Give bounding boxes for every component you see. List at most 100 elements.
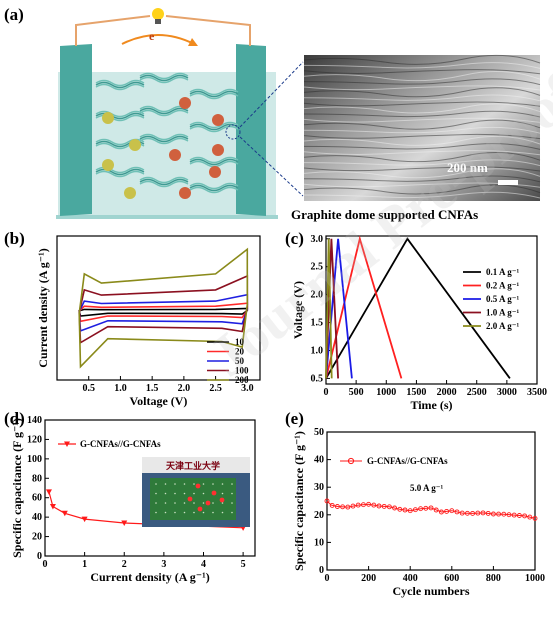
- zoom-line-top: [239, 61, 304, 128]
- sem-fiber: [303, 119, 541, 130]
- x-tick-label: 500: [349, 387, 364, 398]
- y-tick-label: 40: [32, 512, 42, 523]
- y-tick-label: 30: [314, 482, 324, 493]
- pcb-hole: [231, 492, 233, 495]
- cycle-marker: [490, 511, 496, 517]
- y-tick-label: 1.5: [311, 318, 324, 329]
- fiber-strand: [95, 110, 145, 118]
- x-tick-label: 1000: [525, 573, 545, 584]
- pcb-hole: [183, 492, 186, 495]
- y-tick-label: 100: [27, 454, 42, 465]
- cycle-marker: [334, 504, 340, 509]
- cation: [124, 187, 136, 199]
- pcb-hole: [221, 511, 224, 514]
- fiber-strand: [139, 133, 189, 141]
- rate-marker: [61, 510, 68, 517]
- anion: [212, 144, 224, 156]
- legend-label-50: 50: [235, 356, 245, 366]
- y-tick-label: 3.0: [311, 234, 324, 245]
- sem-fiber: [303, 135, 541, 146]
- x-tick-label: 5: [241, 559, 246, 570]
- cycle-marker: [480, 510, 486, 516]
- cycle-marker: [402, 507, 408, 513]
- pcb-hole: [164, 511, 167, 514]
- fiber-strand: [189, 88, 239, 96]
- sem-fiber: [303, 133, 541, 140]
- gcd-curve: [325, 237, 511, 379]
- pcb-hole: [164, 492, 167, 495]
- chart-b-cv-curves: 0.5 1.0 1.5 2.0 2.5 3.0 Voltage (V) Current den…: [36, 235, 261, 408]
- cv-curve-200: [78, 247, 249, 369]
- pcb-hole: [231, 502, 233, 504]
- pcb-hole: [212, 483, 214, 485]
- y-tick-label: 0: [37, 551, 42, 562]
- y-axis-label: Current density (A g⁻¹): [36, 248, 50, 367]
- inset-banner: [142, 457, 250, 473]
- cycle-marker: [371, 502, 377, 508]
- cation: [102, 159, 114, 171]
- cycle-marker: [527, 514, 533, 520]
- sem-fiber: [303, 175, 541, 183]
- led-glow: [211, 490, 217, 496]
- cycle-marker: [496, 511, 502, 517]
- legend-marker: [64, 441, 70, 447]
- sem-fiber: [303, 85, 541, 91]
- led-glow: [197, 506, 203, 512]
- rate-annotation: 5.0 A g⁻¹: [410, 483, 444, 493]
- legend-label: 0.5 A g⁻¹: [486, 294, 520, 304]
- wire-right: [165, 15, 251, 46]
- chart-e-cycling: 0 200 400 600 800 1000 0 10 20 30 40 50 Cycle number…: [292, 427, 545, 598]
- sem-fiber: [303, 150, 541, 156]
- y-tick-label: 120: [27, 434, 42, 445]
- cycle-marker: [449, 508, 455, 514]
- cycle-marker: [418, 506, 424, 512]
- led-glow: [205, 500, 211, 506]
- x-axis-label: Voltage (V): [130, 394, 188, 408]
- legend-label-10: 10: [235, 337, 245, 347]
- x-tick-label: 1000: [376, 387, 396, 398]
- pcb-hole: [193, 483, 195, 485]
- fiber-strand: [189, 90, 239, 98]
- fiber-strand: [189, 186, 239, 194]
- fiber-strand: [139, 180, 189, 188]
- x-tick-label: 0.5: [82, 383, 95, 394]
- panel-label-e: (e): [285, 409, 304, 428]
- sem-fiber: [303, 152, 541, 163]
- legend-label: 0.2 A g⁻¹: [486, 281, 520, 291]
- y-axis-label: Voltage (V): [291, 281, 305, 339]
- sem-fiber: [303, 71, 541, 82]
- cycle-marker: [392, 505, 398, 511]
- pcb-hole: [193, 502, 195, 504]
- arrow-head: [188, 38, 198, 46]
- fiber-strand: [139, 76, 189, 84]
- x-tick-label: 0: [325, 573, 330, 584]
- y-tick-label: 20: [32, 532, 42, 543]
- y-tick-label: 0.5: [311, 373, 324, 384]
- cycle-marker: [345, 504, 351, 510]
- x-tick-label: 800: [486, 573, 501, 584]
- fiber-strand: [95, 170, 145, 178]
- x-axis-label: Current density (A g⁻¹): [90, 570, 209, 584]
- fiber-strand: [139, 105, 189, 113]
- y-tick-label: 10: [314, 537, 324, 548]
- left-electrode: [60, 44, 92, 216]
- pcb-hole: [155, 492, 157, 495]
- y-tick-label: 140: [27, 415, 42, 426]
- fiber-strand: [139, 137, 189, 145]
- sem-fiber: [303, 191, 541, 199]
- cycle-marker: [329, 502, 335, 508]
- anion: [212, 114, 224, 126]
- led-glow: [195, 483, 201, 489]
- sem-fiber: [303, 103, 541, 114]
- y-tick-label: 20: [314, 510, 324, 521]
- cycle-marker: [412, 507, 418, 513]
- scale-bar: [498, 180, 518, 185]
- fiber-strand: [189, 92, 239, 100]
- pcb-hole: [202, 511, 205, 514]
- cycle-marker: [355, 502, 361, 508]
- legend-label-100: 100: [235, 366, 249, 376]
- y-tick-label: 2.0: [311, 290, 324, 301]
- x-axis-label: Cycle numbers: [393, 584, 470, 598]
- cycle-marker: [485, 510, 491, 516]
- fiber-strand: [95, 168, 145, 176]
